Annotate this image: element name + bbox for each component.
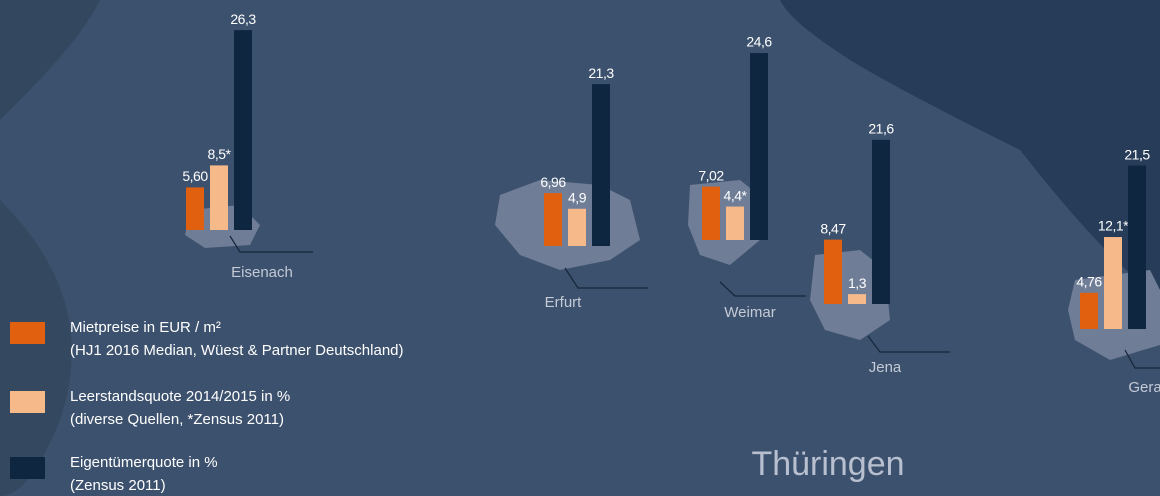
bar: [750, 53, 768, 240]
bar: [234, 30, 252, 231]
value-label: 4,4*: [724, 187, 748, 203]
bar: [1128, 165, 1146, 329]
city-label: Weimar: [724, 304, 775, 321]
region: [780, 0, 1160, 300]
value-label: 8,5*: [208, 146, 232, 162]
bar: [1080, 292, 1098, 329]
value-label: 6,96: [540, 174, 566, 190]
value-label: 21,3: [588, 65, 614, 81]
value-label: 1,3: [848, 275, 867, 291]
bar: [210, 165, 228, 230]
bar: [824, 239, 842, 304]
bar: [186, 187, 204, 230]
value-label: 4,9: [568, 189, 587, 205]
city-label: Gera: [1128, 379, 1160, 396]
bar: [592, 84, 610, 247]
legend-swatch: [10, 391, 45, 413]
legend-label: Mietpreise in EUR / m²: [70, 319, 221, 336]
value-label: 8,47: [820, 220, 846, 236]
leader-line: [719, 281, 806, 297]
value-label: 24,6: [746, 34, 772, 50]
city-label: Erfurt: [545, 294, 583, 311]
region: [0, 200, 72, 496]
bar: [872, 139, 890, 304]
legend-source: (Zensus 2011): [70, 477, 166, 494]
value-label: 12,1*: [1098, 218, 1129, 234]
legend-label: Leerstandsquote 2014/2015 in %: [70, 388, 290, 405]
value-label: 26,3: [230, 11, 256, 27]
bar: [702, 186, 720, 240]
city-label: Jena: [869, 359, 902, 376]
value-label: 21,5: [1124, 146, 1150, 162]
legend-label: Eigentümerquote in %: [70, 454, 218, 471]
bars: Eisenach 5,608,5* 26,3 Erfurt 6,964,9 21,3 Wei…: [182, 11, 1160, 396]
legend-swatch: [10, 322, 45, 344]
value-label: 7,02: [698, 167, 724, 183]
leader-line: [867, 335, 950, 353]
bar: [726, 206, 744, 240]
region: [0, 0, 100, 120]
leader-line: [229, 235, 313, 253]
legend-source: (HJ1 2016 Median, Wüest & Partner Deutsc…: [70, 342, 404, 359]
value-label: 5,60: [182, 168, 208, 184]
legend: Mietpreise in EUR / m² (HJ1 2016 Median, …: [10, 319, 404, 494]
value-label: 4,76: [1076, 274, 1102, 290]
leader-line: [564, 267, 648, 289]
legend-swatch: [10, 457, 45, 479]
bar: [544, 193, 562, 246]
bar: [568, 208, 586, 246]
city-label: Eisenach: [231, 264, 293, 281]
leader-line: [1124, 349, 1160, 369]
bar: [848, 294, 866, 304]
value-label: 21,6: [868, 121, 894, 137]
legend-source: (diverse Quellen, *Zensus 2011): [70, 411, 284, 428]
region-title: Thüringen: [751, 445, 904, 483]
bar: [1104, 237, 1122, 329]
